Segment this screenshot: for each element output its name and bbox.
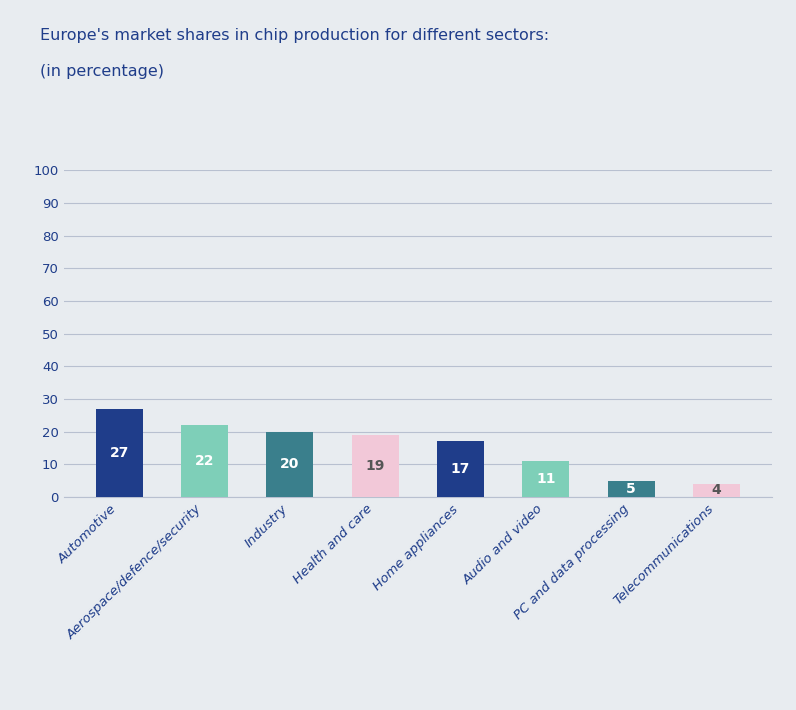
Text: 20: 20 bbox=[280, 457, 299, 471]
Bar bbox=[352, 435, 399, 497]
Text: 27: 27 bbox=[110, 446, 129, 460]
Bar bbox=[267, 432, 314, 497]
Text: 19: 19 bbox=[365, 459, 385, 473]
Text: 4: 4 bbox=[712, 484, 721, 498]
Bar bbox=[693, 484, 740, 497]
Text: Europe's market shares in chip production for different sectors:: Europe's market shares in chip productio… bbox=[40, 28, 549, 43]
Bar bbox=[437, 442, 484, 497]
Bar bbox=[522, 461, 569, 497]
Bar bbox=[607, 481, 654, 497]
Text: 22: 22 bbox=[195, 454, 214, 468]
Bar bbox=[181, 425, 228, 497]
Text: 11: 11 bbox=[536, 472, 556, 486]
Text: (in percentage): (in percentage) bbox=[40, 64, 164, 79]
Bar bbox=[96, 409, 142, 497]
Text: 17: 17 bbox=[451, 462, 470, 476]
Text: 5: 5 bbox=[626, 482, 636, 496]
